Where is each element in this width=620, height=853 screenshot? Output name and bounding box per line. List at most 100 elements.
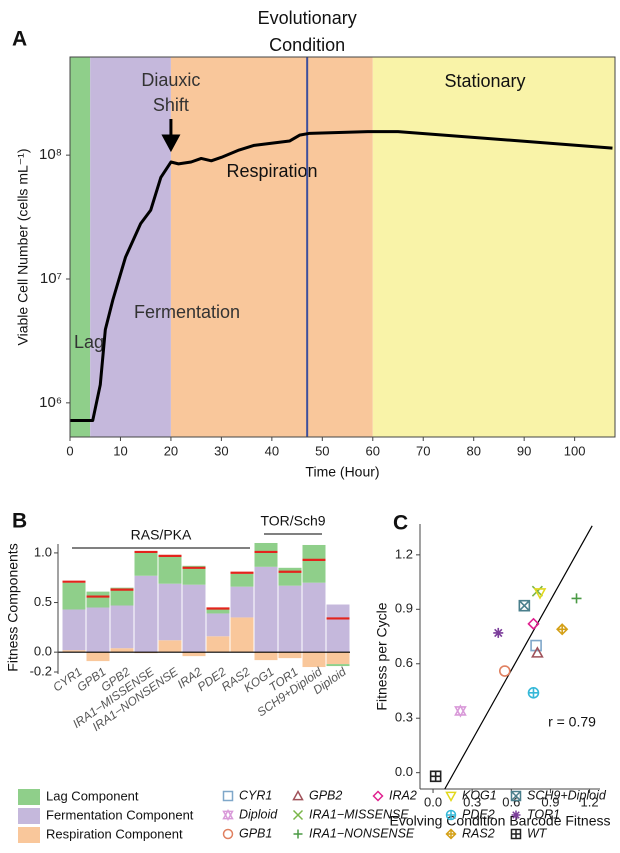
phase-label: Stationary (444, 71, 525, 91)
group-label: RAS/PKA (131, 527, 192, 543)
x-tick-label: 80 (466, 443, 480, 458)
x-tick-label: 0.9 (541, 794, 559, 809)
bar-segment (182, 652, 206, 657)
legend-marker (510, 790, 522, 802)
scatter-point (429, 770, 442, 783)
legend-marker (445, 828, 457, 840)
phase-band (70, 57, 91, 437)
bar-segment (86, 652, 110, 662)
bar-segment (158, 583, 182, 641)
diauxic-shift-label: Shift (153, 95, 189, 115)
scatter-point (493, 627, 504, 638)
bar-segment (110, 648, 134, 653)
y-axis-label: Viable Cell Number (cells mL⁻¹) (15, 149, 31, 346)
x-tick-label: 10 (113, 443, 127, 458)
legend-label: RAS2 (462, 826, 495, 840)
bar-segment (302, 582, 326, 653)
legend-label: Respiration Component (46, 826, 183, 841)
y-tick-label: 10⁶ (39, 394, 62, 411)
legend-marker (292, 809, 304, 821)
bar-segment (158, 640, 182, 653)
legend-marker (372, 790, 384, 802)
bar-segment (134, 552, 158, 576)
legend-label: CYR1 (239, 788, 272, 802)
scatter-point (518, 599, 531, 612)
legend-label: IRA1−MISSENSE (309, 807, 409, 821)
scatter-point (533, 588, 547, 600)
y-axis-label: Fitness per Cycle (374, 602, 390, 710)
legend-marker (222, 828, 234, 840)
legend-label: GPB2 (309, 788, 342, 802)
scatter-point (531, 646, 544, 658)
bar-segment (62, 582, 86, 610)
x-tick-label: 60 (366, 443, 380, 458)
y-tick-label: 0.0 (395, 764, 413, 779)
phase-label: Fermentation (134, 302, 240, 322)
annotation: r = 0.79 (548, 714, 596, 730)
scatter-point (530, 639, 542, 652)
y-tick-label: 0.6 (395, 655, 413, 670)
bar-segment (206, 613, 230, 637)
y-tick-label: 0.3 (395, 710, 413, 725)
x-tick-label: 20 (164, 443, 178, 458)
evolutionary-condition-label: Evolutionary (258, 8, 357, 28)
x-tick-label: 0.6 (502, 794, 520, 809)
bar-segment (206, 636, 230, 653)
y-tick-label: 10⁸ (39, 146, 62, 163)
diauxic-shift-arrow (161, 119, 181, 153)
bar-segment (278, 567, 302, 586)
scatter-point (531, 585, 543, 597)
bar-segment (182, 565, 206, 585)
bar-segment (254, 542, 278, 567)
phase-band (372, 57, 615, 437)
x-axis-label: Time (Hour) (305, 464, 379, 480)
bar-segment (86, 591, 110, 608)
fit-line (444, 525, 593, 790)
x-tick-label: 0.3 (463, 794, 481, 809)
y-tick-label: 0.5 (34, 594, 52, 609)
panel-label: C (393, 512, 408, 535)
bar-segment (326, 652, 350, 665)
x-tick-label: 1.2 (581, 794, 599, 809)
legend-marker (293, 829, 303, 839)
bar-segment (326, 664, 350, 667)
legend-label: KOG1 (462, 788, 497, 802)
y-tick-label: 10⁷ (40, 270, 62, 287)
scatter-point (527, 687, 540, 699)
scatter-point (571, 593, 582, 604)
bar-segment (302, 544, 326, 583)
legend-swatch (18, 827, 40, 843)
legend-marker (445, 791, 457, 803)
bar-segment (62, 609, 86, 651)
legend-label: IRA2 (389, 788, 417, 802)
bar-segment (254, 566, 278, 653)
scatter-point (454, 704, 467, 718)
legend-label: PDE2 (462, 807, 495, 821)
group-label: TOR/Sch9 (260, 513, 325, 529)
bar-segment (230, 586, 254, 618)
legend-label: Lag Component (46, 788, 139, 803)
bar-segment (110, 587, 134, 606)
legend-marker (292, 789, 304, 801)
bar-segment (230, 617, 254, 653)
phase-band (170, 57, 373, 437)
bar-segment (62, 650, 86, 653)
legend-label: GPB1 (239, 826, 272, 840)
y-tick-label: 1.0 (34, 544, 52, 559)
bar-segment (134, 575, 158, 653)
panel-label: A (12, 28, 27, 51)
phase-label: Respiration (226, 161, 317, 181)
legend-marker (511, 810, 521, 820)
diauxic-shift-label: Diauxic (141, 70, 200, 90)
phase-label: Lag (74, 332, 104, 352)
y-tick-label: 1.2 (395, 546, 413, 561)
y-tick-label: 0.0 (34, 644, 52, 659)
x-tick-label: 0 (66, 443, 73, 458)
y-tick-label: 0.9 (395, 601, 413, 616)
scatter-point (498, 665, 511, 677)
legend-swatch (18, 808, 40, 824)
bar-segment (86, 607, 110, 653)
bar-segment (302, 652, 326, 668)
bar-segment (326, 604, 350, 653)
